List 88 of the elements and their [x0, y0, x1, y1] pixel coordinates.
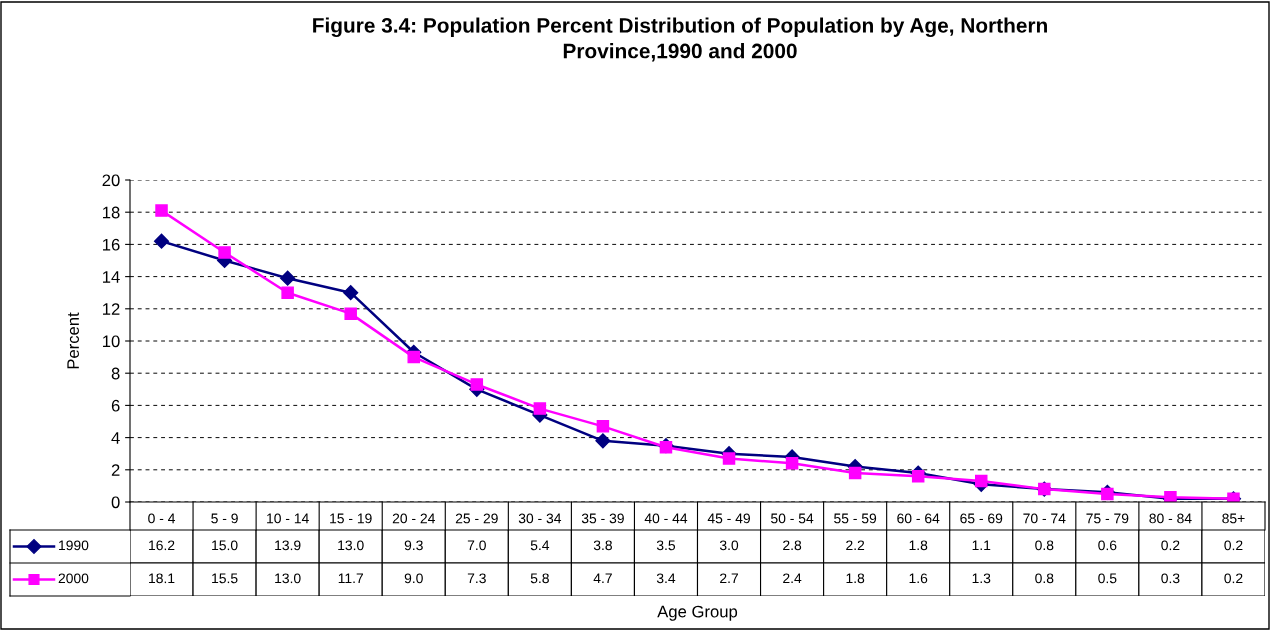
data-label: 13.9	[275, 540, 301, 551]
y-tick-label: 4	[111, 432, 120, 444]
point	[659, 441, 673, 454]
legend-label: 1990	[59, 540, 89, 551]
data-label: 11.7	[338, 573, 363, 584]
data-label: 15.5	[212, 573, 238, 584]
y-tick-label: 6	[111, 399, 120, 412]
point	[343, 285, 359, 301]
data-label: 3.5	[656, 540, 676, 551]
data-label: 0.2	[1224, 573, 1243, 584]
data-label: 1.6	[909, 573, 928, 584]
data-label: 3.4	[656, 573, 676, 584]
point	[407, 350, 421, 364]
point	[155, 204, 168, 217]
x-tick-label: 55 - 59	[834, 513, 877, 524]
data-label: 13.0	[275, 573, 301, 584]
y-tick-label: 10	[103, 335, 120, 348]
data-label: 2.2	[846, 540, 865, 551]
y-tick-label: 12	[103, 303, 120, 315]
point	[153, 233, 170, 249]
data-label: 9.0	[404, 573, 423, 584]
data-label: 0.8	[1035, 573, 1054, 584]
data-label: 1.3	[972, 573, 991, 584]
y-tick-label: 0	[111, 496, 120, 509]
y-tick-label: 16	[103, 238, 120, 251]
x-tick-label: 50 - 54	[771, 513, 814, 524]
data-label: 16.2	[149, 540, 175, 551]
point	[596, 420, 610, 433]
point	[595, 433, 611, 449]
point	[974, 474, 988, 488]
x-tick-label: 45 - 49	[707, 513, 750, 524]
point	[911, 469, 925, 483]
x-tick-label: 0 - 4	[148, 513, 176, 524]
x-tick-label: 40 - 44	[644, 513, 688, 524]
point	[533, 402, 547, 415]
data-label: 15.0	[212, 540, 238, 551]
y-tick-label: 20	[102, 174, 120, 187]
y-tick-label: 2	[111, 464, 120, 476]
point	[848, 466, 862, 480]
data-label: 18.1	[149, 573, 175, 584]
point	[722, 452, 736, 465]
x-tick-label: 75 - 79	[1086, 513, 1129, 524]
chart-title: Figure 3.4: Population Percent Distribution of Population by Age, Northern Province,1990 and 2000	[313, 17, 1047, 62]
data-label: 0.6	[1098, 540, 1117, 551]
point	[470, 378, 484, 391]
data-label: 0.3	[1161, 573, 1180, 584]
x-tick-label: 70 - 74	[1023, 513, 1066, 524]
x-tick-label: 65 - 69	[960, 513, 1003, 524]
x-tick-label: 30 - 34	[518, 513, 562, 524]
data-label: 7.3	[467, 573, 486, 584]
point	[280, 270, 296, 286]
point	[281, 286, 294, 299]
x-tick-label: 25 - 29	[455, 513, 498, 524]
data-label: 2.7	[720, 573, 738, 584]
data-label: 2.4	[783, 573, 802, 584]
data-label: 0.5	[1098, 573, 1117, 584]
data-label: 1.8	[909, 540, 928, 551]
point	[344, 307, 357, 320]
data-label: 1.1	[972, 540, 991, 551]
legend-label: 2000	[58, 573, 89, 584]
x-tick-label: 85+	[1222, 513, 1245, 524]
x-tick-label: 10 - 14	[267, 513, 309, 524]
x-tick-label: 5 - 9	[211, 513, 238, 524]
data-label: 0.2	[1224, 540, 1243, 551]
data-label: 4.7	[593, 573, 612, 584]
x-axis-title: Age Group	[657, 605, 738, 621]
y-tick-label: 8	[111, 367, 120, 380]
data-label: 13.0	[338, 540, 364, 551]
x-tick-label: 60 - 64	[897, 513, 940, 524]
data-label: 5.4	[530, 540, 550, 551]
data-label: 0.8	[1035, 540, 1054, 551]
data-label: 3.8	[593, 540, 612, 551]
data-label: 2.8	[783, 540, 802, 551]
data-label: 9.3	[404, 540, 423, 551]
data-label: 1.8	[846, 573, 865, 584]
x-tick-label: 20 - 24	[392, 513, 435, 524]
x-tick-label: 15 - 19	[330, 513, 372, 524]
y-tick-label: 18	[103, 206, 120, 219]
data-label: 0.2	[1161, 540, 1180, 551]
data-label: 3.0	[719, 540, 739, 551]
y-axis-title: Percent	[67, 312, 79, 369]
x-tick-label: 35 - 39	[581, 513, 624, 524]
y-tick-label: 14	[103, 271, 120, 283]
x-tick-label: 80 - 84	[1149, 513, 1192, 524]
data-label: 7.0	[467, 540, 486, 551]
point	[785, 457, 799, 470]
point	[218, 246, 231, 259]
data-label: 5.8	[530, 573, 549, 584]
